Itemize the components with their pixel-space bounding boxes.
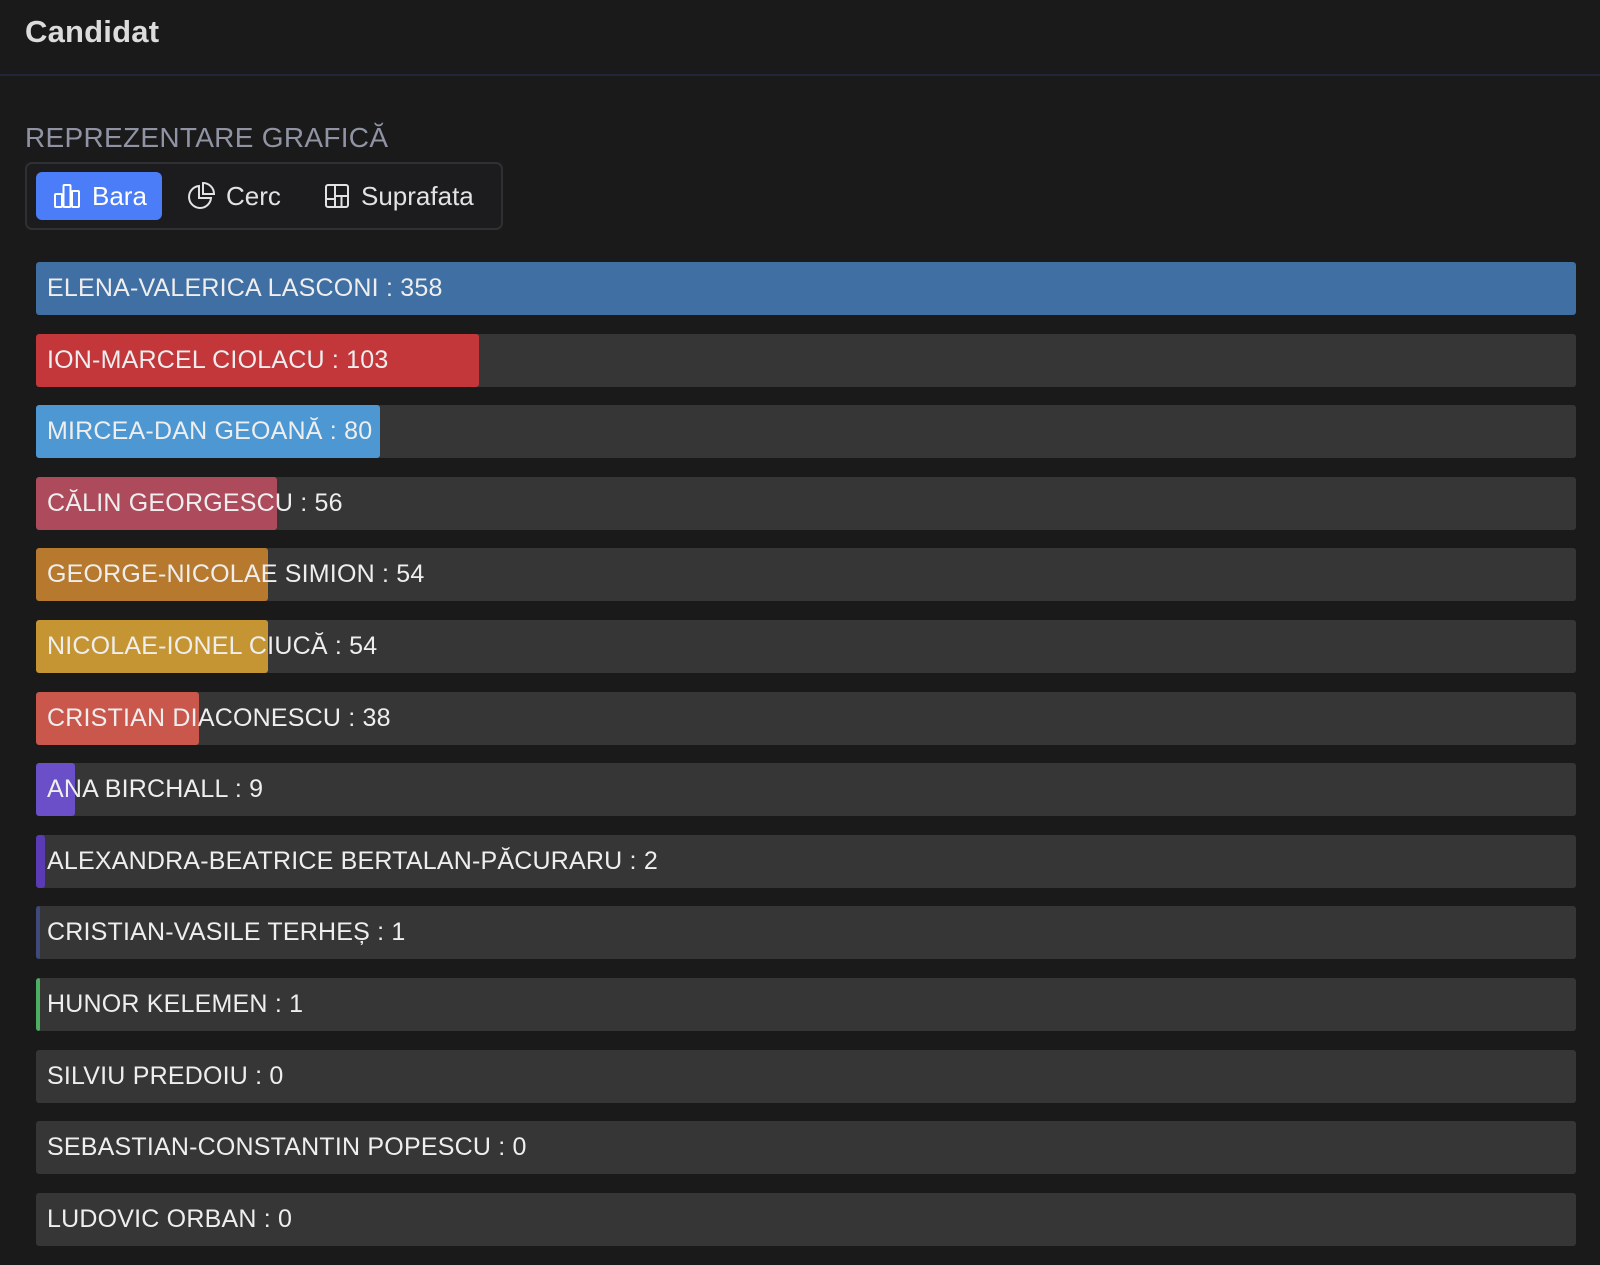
bar-fill [36,476,277,530]
chart-type-treemap-label: Suprafata [361,180,474,211]
bar-fill [36,262,1576,315]
bar-row: NICOLAE-IONEL CIUCĂ : 54 [36,619,1576,673]
chart-type-toggle: Bara Cerc Suprafata [25,162,503,230]
bar-label: CRISTIAN-VASILE TERHEȘ : 1 [47,918,406,947]
bar-label: SILVIU PREDOIU : 0 [47,1061,284,1090]
candidate-bar-chart: ELENA-VALERICA LASCONI : 358 ION-MARCEL C… [36,262,1576,1264]
bar-label: SEBASTIAN-CONSTANTIN POPESCU : 0 [47,1133,527,1162]
bar-row: CRISTIAN DIACONESCU : 38 [36,691,1576,745]
bar-row: LUDOVIC ORBAN : 0 [36,1192,1576,1246]
bar-row: ALEXANDRA-BEATRICE BERTALAN-PĂCURARU : 2 [36,834,1576,888]
bar-label: GEORGE-NICOLAE SIMION : 54 [47,560,425,589]
chart-type-pie-label: Cerc [226,180,281,211]
page-header: Candidat [0,0,1600,76]
bar-label: ELENA-VALERICA LASCONI : 358 [47,274,443,302]
pie-chart-icon [186,181,216,211]
bar-fill [36,691,200,745]
bar-row: CRISTIAN-VASILE TERHEȘ : 1 [36,906,1576,960]
bar-fill [36,977,41,1031]
bar-row: ION-MARCEL CIOLACU : 103 [36,333,1576,387]
bar-row: MIRCEA-DAN GEOANĂ : 80 [36,405,1576,459]
bar-label: ALEXANDRA-BEATRICE BERTALAN-PĂCURARU : 2 [47,846,658,875]
bar-label: CRISTIAN DIACONESCU : 38 [47,703,391,732]
bar-label: CĂLIN GEORGESCU : 56 [47,488,343,517]
bar-row: ANA BIRCHALL : 9 [36,763,1576,817]
chart-type-bar-button[interactable]: Bara [36,172,162,220]
bar-label: ION-MARCEL CIOLACU : 103 [47,345,389,374]
bar-label: MIRCEA-DAN GEOANĂ : 80 [47,417,373,446]
bar-fill [36,333,480,387]
bar-chart-icon [52,182,82,210]
section-label: REPREZENTARE GRAFICĂ [25,122,389,153]
bar-label: LUDOVIC ORBAN : 0 [47,1204,293,1233]
bar-row: ELENA-VALERICA LASCONI : 358 [36,262,1576,315]
bar-row: GEORGE-NICOLAE SIMION : 54 [36,548,1576,602]
bar-label: ANA BIRCHALL : 9 [47,775,264,804]
bar-row: CĂLIN GEORGESCU : 56 [36,476,1576,530]
bar-row: SEBASTIAN-CONSTANTIN POPESCU : 0 [36,1121,1576,1175]
chart-type-bar-label: Bara [92,180,147,211]
bar-fill [36,834,45,888]
bar-label: NICOLAE-IONEL CIUCĂ : 54 [47,631,378,660]
bar-fill [36,906,41,960]
chart-type-treemap-button[interactable]: Suprafata [307,172,497,220]
bar-fill [36,548,269,602]
chart-type-pie-button[interactable]: Cerc [170,172,300,220]
page-title: Candidat [25,14,160,49]
bar-row: SILVIU PREDOIU : 0 [36,1049,1576,1103]
bar-label: HUNOR KELEMEN : 1 [47,989,304,1018]
bar-fill [36,619,269,673]
bar-row: HUNOR KELEMEN : 1 [36,977,1576,1031]
bar-fill [36,763,75,817]
treemap-icon [323,182,351,210]
bar-fill [36,405,381,459]
